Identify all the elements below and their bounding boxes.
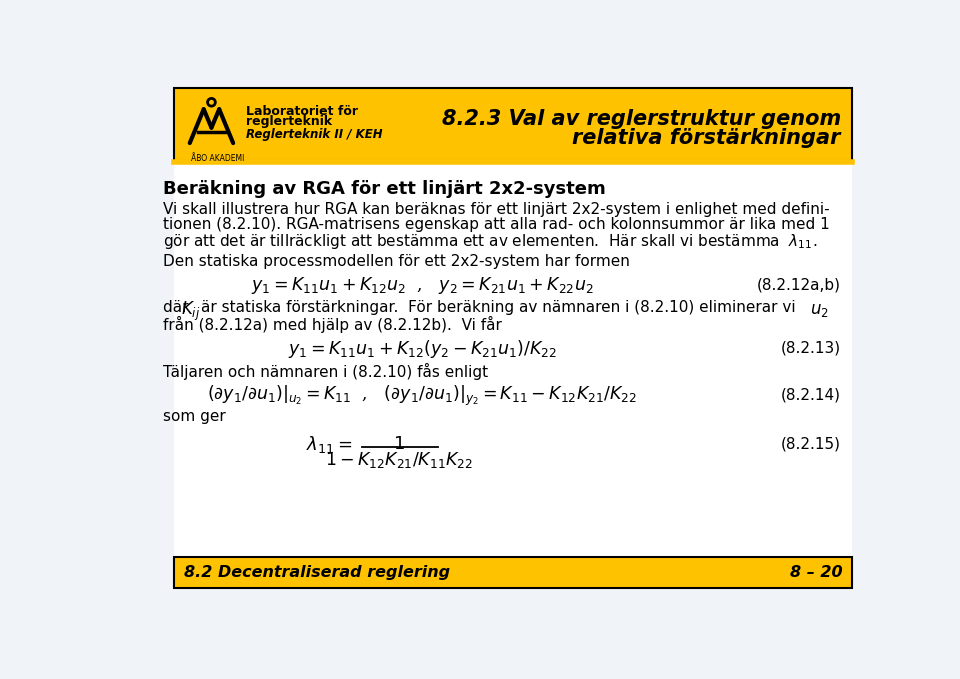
Text: reglerteknik: reglerteknik [246,115,331,128]
Text: Laboratoriet för: Laboratoriet för [246,105,357,117]
Text: Reglerteknik II / KEH: Reglerteknik II / KEH [246,128,382,141]
Text: (8.2.13): (8.2.13) [780,341,841,356]
Text: är statiska förstärkningar.  För beräkning av nämnaren i (8.2.10) eliminerar vi: är statiska förstärkningar. För beräknin… [202,300,796,315]
Text: Beräkning av RGA för ett linjärt 2x2-system: Beräkning av RGA för ett linjärt 2x2-sys… [162,180,606,198]
Text: Täljaren och nämnaren i (8.2.10) fås enligt: Täljaren och nämnaren i (8.2.10) fås enl… [162,363,488,380]
Text: $K_{ij}$: $K_{ij}$ [181,300,201,323]
Text: $(\partial y_1 / \partial u_1)|_{u_2} = K_{11}$  ,   $(\partial y_1 / \partial u: $(\partial y_1 / \partial u_1)|_{u_2} = … [207,384,637,408]
Text: $y_1 = K_{11}u_1 + K_{12}(y_2 - K_{21}u_1)/K_{22}$: $y_1 = K_{11}u_1 + K_{12}(y_2 - K_{21}u_… [288,338,557,360]
Text: $\lambda_{11} =$: $\lambda_{11} =$ [306,434,352,455]
Text: $u_2$: $u_2$ [809,301,828,318]
Text: $1$: $1$ [394,435,405,453]
Text: 8.2 Decentraliserad reglering: 8.2 Decentraliserad reglering [183,565,449,581]
Text: gör att det är tillräckligt att bestämma ett av elementen.  Här skall vi bestämm: gör att det är tillräckligt att bestämma… [162,232,817,251]
Text: ÅBO AKADEMI: ÅBO AKADEMI [190,154,244,163]
Text: 8 – 20: 8 – 20 [790,565,843,581]
Text: $y_1 = K_{11}u_1 + K_{12}u_2$  ,   $y_2 = K_{21}u_1 + K_{22}u_2$: $y_1 = K_{11}u_1 + K_{12}u_2$ , $y_2 = K… [251,275,593,296]
Bar [175,88,852,161]
Text: (8.2.12a,b): (8.2.12a,b) [756,278,841,293]
Text: relativa förstärkningar: relativa förstärkningar [572,128,841,147]
Text: där: där [162,300,193,315]
Text: som ger: som ger [162,409,226,424]
Text: Den statiska processmodellen för ett 2x2-system har formen: Den statiska processmodellen för ett 2x2… [162,254,630,269]
Text: från (8.2.12a) med hjälp av (8.2.12b).  Vi får: från (8.2.12a) med hjälp av (8.2.12b). V… [162,316,501,333]
Text: (8.2.15): (8.2.15) [780,437,841,452]
Bar [175,557,852,588]
Text: $1 - K_{12}K_{21}/K_{11}K_{22}$: $1 - K_{12}K_{21}/K_{11}K_{22}$ [325,449,473,470]
Text: (8.2.14): (8.2.14) [780,387,841,402]
Text: Vi skall illustrera hur RGA kan beräknas för ett linjärt 2x2-system i enlighet m: Vi skall illustrera hur RGA kan beräknas… [162,202,829,217]
Text: 8.2.3 Val av reglerstruktur genom: 8.2.3 Val av reglerstruktur genom [442,109,841,129]
Text: tionen (8.2.10). RGA-matrisens egenskap att alla rad- och kolonnsummor är lika m: tionen (8.2.10). RGA-matrisens egenskap … [162,217,829,232]
Bar [175,162,852,562]
